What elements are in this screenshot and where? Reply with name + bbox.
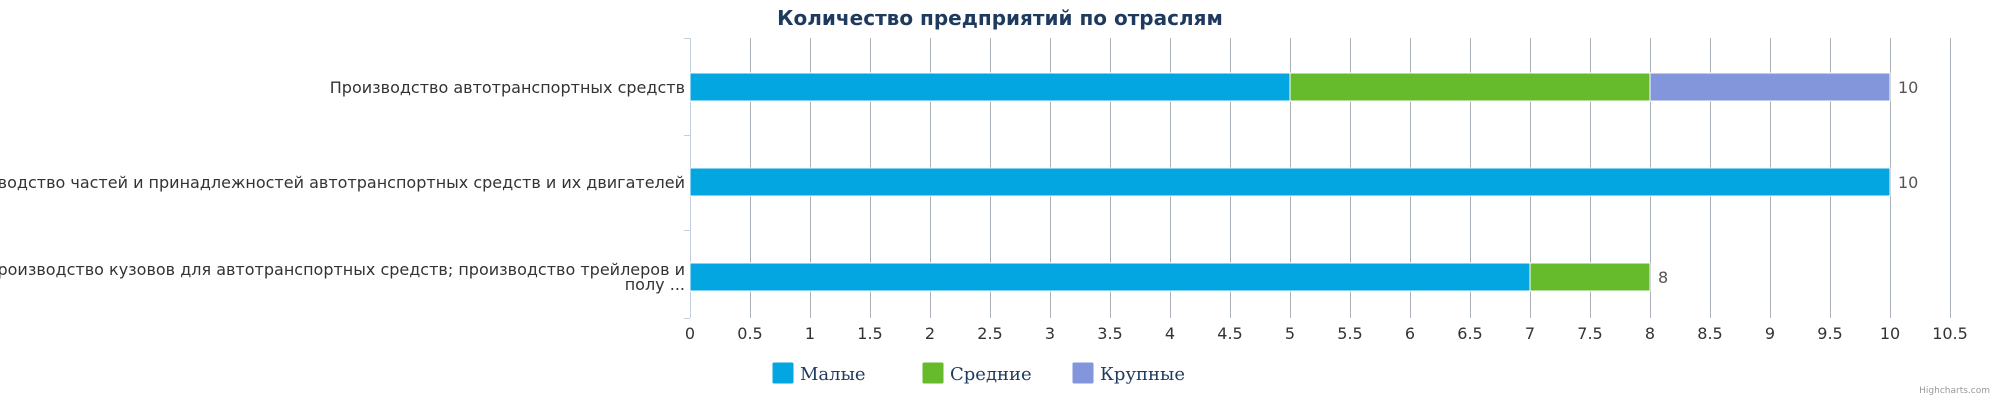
legend-label: Крупные bbox=[1100, 364, 1185, 385]
x-tick-label: 1 bbox=[805, 324, 815, 343]
bar-segment[interactable] bbox=[689, 262, 1531, 292]
bar-segment[interactable] bbox=[689, 72, 1291, 102]
x-tick-label: 4 bbox=[1165, 324, 1175, 343]
x-tick-label: 1.5 bbox=[857, 324, 882, 343]
bar-segment[interactable] bbox=[1649, 72, 1891, 102]
legend-label: Средние bbox=[950, 364, 1032, 385]
x-tick-label: 2.5 bbox=[977, 324, 1002, 343]
x-tick-label: 10.5 bbox=[1932, 324, 1968, 343]
bars-layer bbox=[689, 72, 1891, 292]
x-tick-label: 7.5 bbox=[1577, 324, 1602, 343]
data-label: 10 bbox=[1898, 173, 1918, 192]
x-tick-label: 9 bbox=[1765, 324, 1775, 343]
bar-segment[interactable] bbox=[689, 167, 1891, 197]
x-tick-label: 8.5 bbox=[1697, 324, 1722, 343]
chart-title: Количество предприятий по отраслям bbox=[777, 6, 1223, 30]
x-tick-label: 3 bbox=[1045, 324, 1055, 343]
category-label: Производство кузовов для автотранспортны… bbox=[0, 260, 685, 294]
legend-swatch bbox=[771, 361, 795, 385]
legend: Малые Средние Крупные bbox=[771, 361, 1185, 385]
labels-layer: 0 0.5 1 1.5 2 2.5 3 3.5 4 4.5 5 5.5 6 6.5 7 7.5 8 8.5 9 9.5… bbox=[0, 78, 1968, 343]
bar-segment[interactable] bbox=[1289, 72, 1651, 102]
x-tick-label: 3.5 bbox=[1097, 324, 1122, 343]
x-tick-label: 8 bbox=[1645, 324, 1655, 343]
x-tick-label: 5.5 bbox=[1337, 324, 1362, 343]
legend-swatch bbox=[921, 361, 945, 385]
x-tick-label: 4.5 bbox=[1217, 324, 1242, 343]
x-tick-label: 6 bbox=[1405, 324, 1415, 343]
x-tick-label: 10 bbox=[1880, 324, 1900, 343]
x-tick-label: 2 bbox=[925, 324, 935, 343]
x-tick-label: 5 bbox=[1285, 324, 1295, 343]
legend-item[interactable]: Средние bbox=[921, 361, 1032, 385]
legend-item[interactable]: Крупные bbox=[1071, 361, 1185, 385]
x-tick-label: 0 bbox=[685, 324, 695, 343]
credits-link[interactable]: Highcharts.com bbox=[1919, 386, 1990, 396]
data-label: 8 bbox=[1658, 268, 1668, 287]
x-tick-label: 9.5 bbox=[1817, 324, 1842, 343]
x-tick-label: 0.5 bbox=[737, 324, 762, 343]
category-label: Производство автотранспортных средств bbox=[330, 78, 685, 97]
legend-item[interactable]: Малые bbox=[771, 361, 866, 385]
data-label: 10 bbox=[1898, 78, 1918, 97]
legend-swatch bbox=[1071, 361, 1095, 385]
x-tick-label: 6.5 bbox=[1457, 324, 1482, 343]
x-tick-label: 7 bbox=[1525, 324, 1535, 343]
category-label: Производство частей и принадлежностей ав… bbox=[0, 173, 685, 192]
legend-label: Малые bbox=[800, 364, 866, 385]
bar-segment[interactable] bbox=[1529, 262, 1651, 292]
